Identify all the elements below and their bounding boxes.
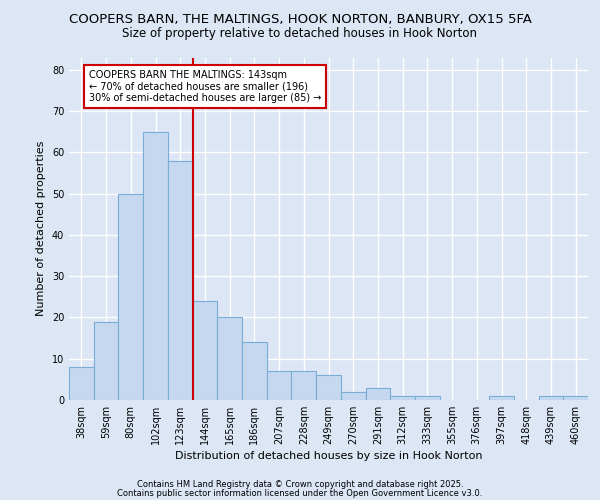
Bar bbox=[292, 371, 316, 400]
Bar bbox=[390, 396, 415, 400]
Bar bbox=[415, 396, 440, 400]
Bar bbox=[489, 396, 514, 400]
Bar bbox=[69, 367, 94, 400]
Bar bbox=[193, 301, 217, 400]
Bar bbox=[539, 396, 563, 400]
Bar bbox=[242, 342, 267, 400]
Text: Contains public sector information licensed under the Open Government Licence v3: Contains public sector information licen… bbox=[118, 488, 482, 498]
Text: COOPERS BARN, THE MALTINGS, HOOK NORTON, BANBURY, OX15 5FA: COOPERS BARN, THE MALTINGS, HOOK NORTON,… bbox=[68, 12, 532, 26]
Bar bbox=[563, 396, 588, 400]
Text: Contains HM Land Registry data © Crown copyright and database right 2025.: Contains HM Land Registry data © Crown c… bbox=[137, 480, 463, 489]
Bar bbox=[267, 371, 292, 400]
Text: COOPERS BARN THE MALTINGS: 143sqm
← 70% of detached houses are smaller (196)
30%: COOPERS BARN THE MALTINGS: 143sqm ← 70% … bbox=[89, 70, 321, 103]
Bar bbox=[365, 388, 390, 400]
Bar bbox=[118, 194, 143, 400]
Bar bbox=[217, 318, 242, 400]
X-axis label: Distribution of detached houses by size in Hook Norton: Distribution of detached houses by size … bbox=[175, 451, 482, 461]
Text: Size of property relative to detached houses in Hook Norton: Size of property relative to detached ho… bbox=[122, 28, 478, 40]
Bar bbox=[94, 322, 118, 400]
Bar bbox=[341, 392, 365, 400]
Y-axis label: Number of detached properties: Number of detached properties bbox=[36, 141, 46, 316]
Bar bbox=[143, 132, 168, 400]
Bar bbox=[316, 375, 341, 400]
Bar bbox=[168, 160, 193, 400]
